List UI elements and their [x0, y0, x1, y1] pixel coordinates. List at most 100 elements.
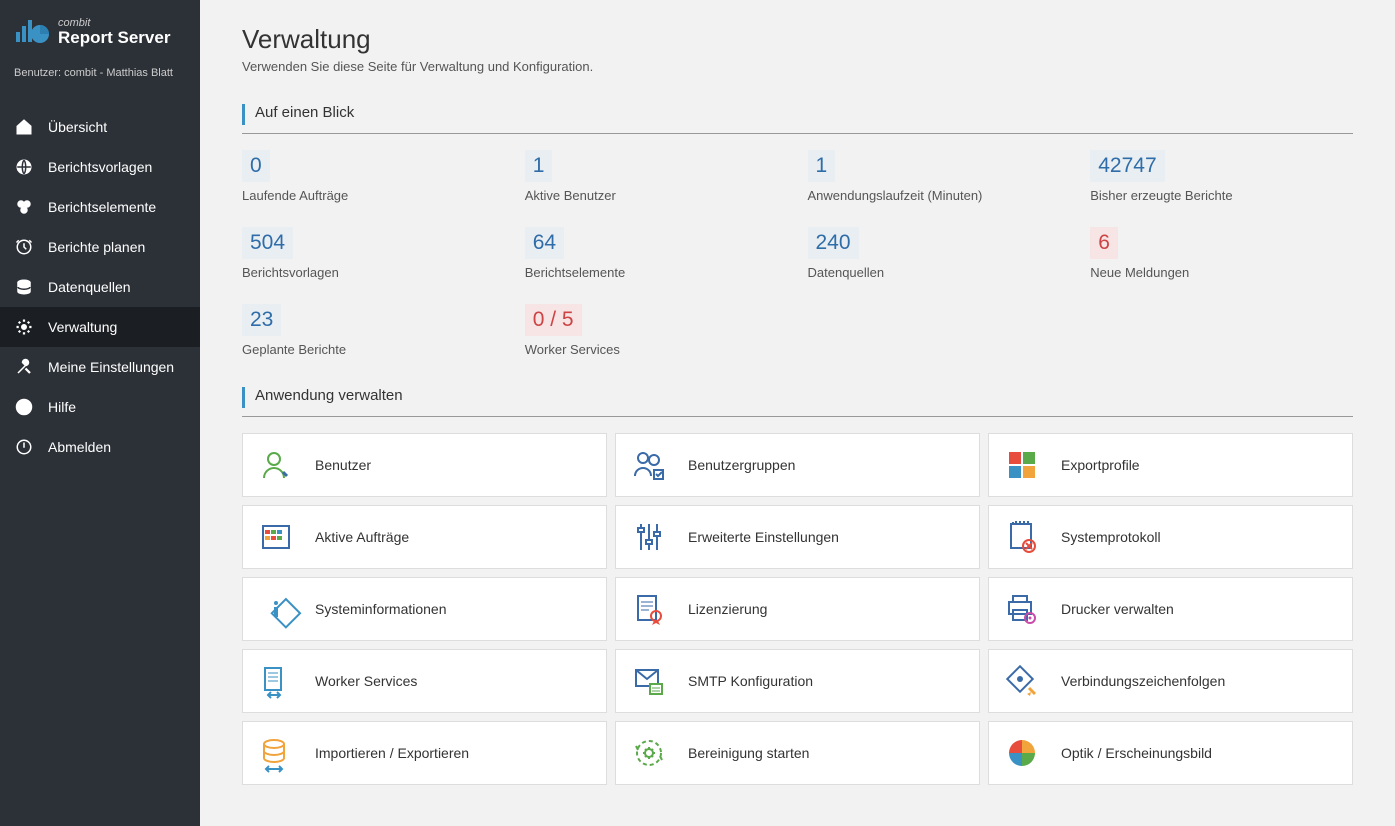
- logo-area: combit Report Server: [0, 0, 200, 61]
- card-label: Systeminformationen: [315, 601, 447, 617]
- card-sliders[interactable]: Erweiterte Einstellungen: [615, 505, 980, 569]
- db-icon: [14, 277, 34, 297]
- stat-item[interactable]: 0Laufende Aufträge: [242, 150, 505, 203]
- stat-value: 1: [525, 150, 553, 182]
- card-cleanup[interactable]: Bereinigung starten: [615, 721, 980, 785]
- info-icon: [259, 592, 293, 626]
- globe-icon: [14, 157, 34, 177]
- stats-grid: 0Laufende Aufträge 1 Aktive Benutzer 1Anwen…: [242, 150, 1353, 357]
- nav-label: Hilfe: [48, 399, 76, 415]
- logo-icon: [14, 12, 50, 53]
- user-line: Benutzer: combit - Matthias Blatt: [0, 61, 200, 89]
- card-user[interactable]: Benutzer: [242, 433, 607, 497]
- stat-item[interactable]: 240 Datenquellen: [808, 227, 1071, 280]
- syslog-icon: [1005, 520, 1039, 554]
- worker-icon: [259, 664, 293, 698]
- card-impexp[interactable]: Importieren / Exportieren: [242, 721, 607, 785]
- stat-value: 23: [242, 304, 281, 336]
- product-text: Report Server: [58, 29, 170, 48]
- stat-item[interactable]: 23Geplante Berichte: [242, 304, 505, 357]
- theme-icon: [1005, 736, 1039, 770]
- home-icon: [14, 117, 34, 137]
- card-label: SMTP Konfiguration: [688, 673, 813, 689]
- nav-item-gear[interactable]: Verwaltung: [0, 307, 200, 347]
- section-overview-header: Auf einen Blick: [242, 104, 1353, 125]
- card-label: Benutzergruppen: [688, 457, 795, 473]
- grid4-icon: [1005, 448, 1039, 482]
- card-license[interactable]: Lizenzierung: [615, 577, 980, 641]
- card-label: Erweiterte Einstellungen: [688, 529, 839, 545]
- card-label: Exportprofile: [1061, 457, 1140, 473]
- card-label: Aktive Aufträge: [315, 529, 409, 545]
- nav-item-home[interactable]: Übersicht: [0, 107, 200, 147]
- card-calendar[interactable]: Aktive Aufträge: [242, 505, 607, 569]
- nav-label: Berichtselemente: [48, 199, 156, 215]
- section-manage-header: Anwendung verwalten: [242, 387, 1353, 408]
- card-syslog[interactable]: Systemprotokoll: [988, 505, 1353, 569]
- help-icon: ?: [14, 397, 34, 417]
- nav-item-group[interactable]: Berichtselemente: [0, 187, 200, 227]
- stat-label: Datenquellen: [808, 265, 1071, 280]
- page-subtitle: Verwenden Sie diese Seite für Verwaltung…: [242, 59, 1353, 74]
- user-icon: [259, 448, 293, 482]
- nav-item-tools[interactable]: Meine Einstellungen: [0, 347, 200, 387]
- card-printer[interactable]: Drucker verwalten: [988, 577, 1353, 641]
- nav-item-power[interactable]: Abmelden: [0, 427, 200, 467]
- stat-label: Aktive Benutzer: [525, 188, 788, 203]
- svg-text:?: ?: [21, 402, 27, 414]
- impexp-icon: [259, 736, 293, 770]
- main-content: Verwaltung Verwenden Sie diese Seite für…: [200, 0, 1395, 826]
- stat-value: 1: [808, 150, 836, 182]
- sliders-icon: [632, 520, 666, 554]
- stat-value: 42747: [1090, 150, 1164, 182]
- nav-label: Datenquellen: [48, 279, 131, 295]
- smtp-icon: [632, 664, 666, 698]
- card-usergroup[interactable]: Benutzergruppen: [615, 433, 980, 497]
- card-info[interactable]: Systeminformationen: [242, 577, 607, 641]
- card-label: Verbindungszeichenfolgen: [1061, 673, 1225, 689]
- calendar-icon: [259, 520, 293, 554]
- card-grid4[interactable]: Exportprofile: [988, 433, 1353, 497]
- tools-icon: [14, 357, 34, 377]
- stat-item[interactable]: 64Berichtselemente: [525, 227, 788, 280]
- nav-item-help[interactable]: ? Hilfe: [0, 387, 200, 427]
- nav-item-db[interactable]: Datenquellen: [0, 267, 200, 307]
- card-connstr[interactable]: Verbindungszeichenfolgen: [988, 649, 1353, 713]
- stat-value: 64: [525, 227, 564, 259]
- nav-label: Übersicht: [48, 119, 107, 135]
- card-label: Worker Services: [315, 673, 417, 689]
- nav-label: Berichtsvorlagen: [48, 159, 152, 175]
- card-theme[interactable]: Optik / Erscheinungsbild: [988, 721, 1353, 785]
- cards-grid: Benutzer Benutzergruppen Exportprofile Akti…: [242, 433, 1353, 785]
- stat-value: 240: [808, 227, 859, 259]
- card-worker[interactable]: Worker Services: [242, 649, 607, 713]
- gear-icon: [14, 317, 34, 337]
- nav-label: Abmelden: [48, 439, 111, 455]
- stat-item[interactable]: 1 Aktive Benutzer: [525, 150, 788, 203]
- stat-label: Bisher erzeugte Berichte: [1090, 188, 1353, 203]
- stat-value: 0 / 5: [525, 304, 582, 336]
- card-smtp[interactable]: SMTP Konfiguration: [615, 649, 980, 713]
- printer-icon: [1005, 592, 1039, 626]
- page-title: Verwaltung: [242, 24, 1353, 55]
- card-label: Benutzer: [315, 457, 371, 473]
- stat-value: 504: [242, 227, 293, 259]
- stat-label: Neue Meldungen: [1090, 265, 1353, 280]
- sidebar: combit Report Server Benutzer: combit - …: [0, 0, 200, 826]
- cleanup-icon: [632, 736, 666, 770]
- stat-item[interactable]: 42747 Bisher erzeugte Berichte: [1090, 150, 1353, 203]
- nav-item-globe[interactable]: Berichtsvorlagen: [0, 147, 200, 187]
- stat-label: Berichtsvorlagen: [242, 265, 505, 280]
- nav-item-clock[interactable]: Berichte planen: [0, 227, 200, 267]
- usergroup-icon: [632, 448, 666, 482]
- card-label: Drucker verwalten: [1061, 601, 1174, 617]
- nav-label: Berichte planen: [48, 239, 145, 255]
- stat-item[interactable]: 1Anwendungslaufzeit (Minuten): [808, 150, 1071, 203]
- power-icon: [14, 437, 34, 457]
- stat-item[interactable]: 6Neue Meldungen: [1090, 227, 1353, 280]
- stat-label: Laufende Aufträge: [242, 188, 505, 203]
- stat-item[interactable]: 0 / 5Worker Services: [525, 304, 788, 357]
- card-label: Optik / Erscheinungsbild: [1061, 745, 1212, 761]
- nav: Übersicht Berichtsvorlagen Berichtselement…: [0, 107, 200, 467]
- stat-item[interactable]: 504 Berichtsvorlagen: [242, 227, 505, 280]
